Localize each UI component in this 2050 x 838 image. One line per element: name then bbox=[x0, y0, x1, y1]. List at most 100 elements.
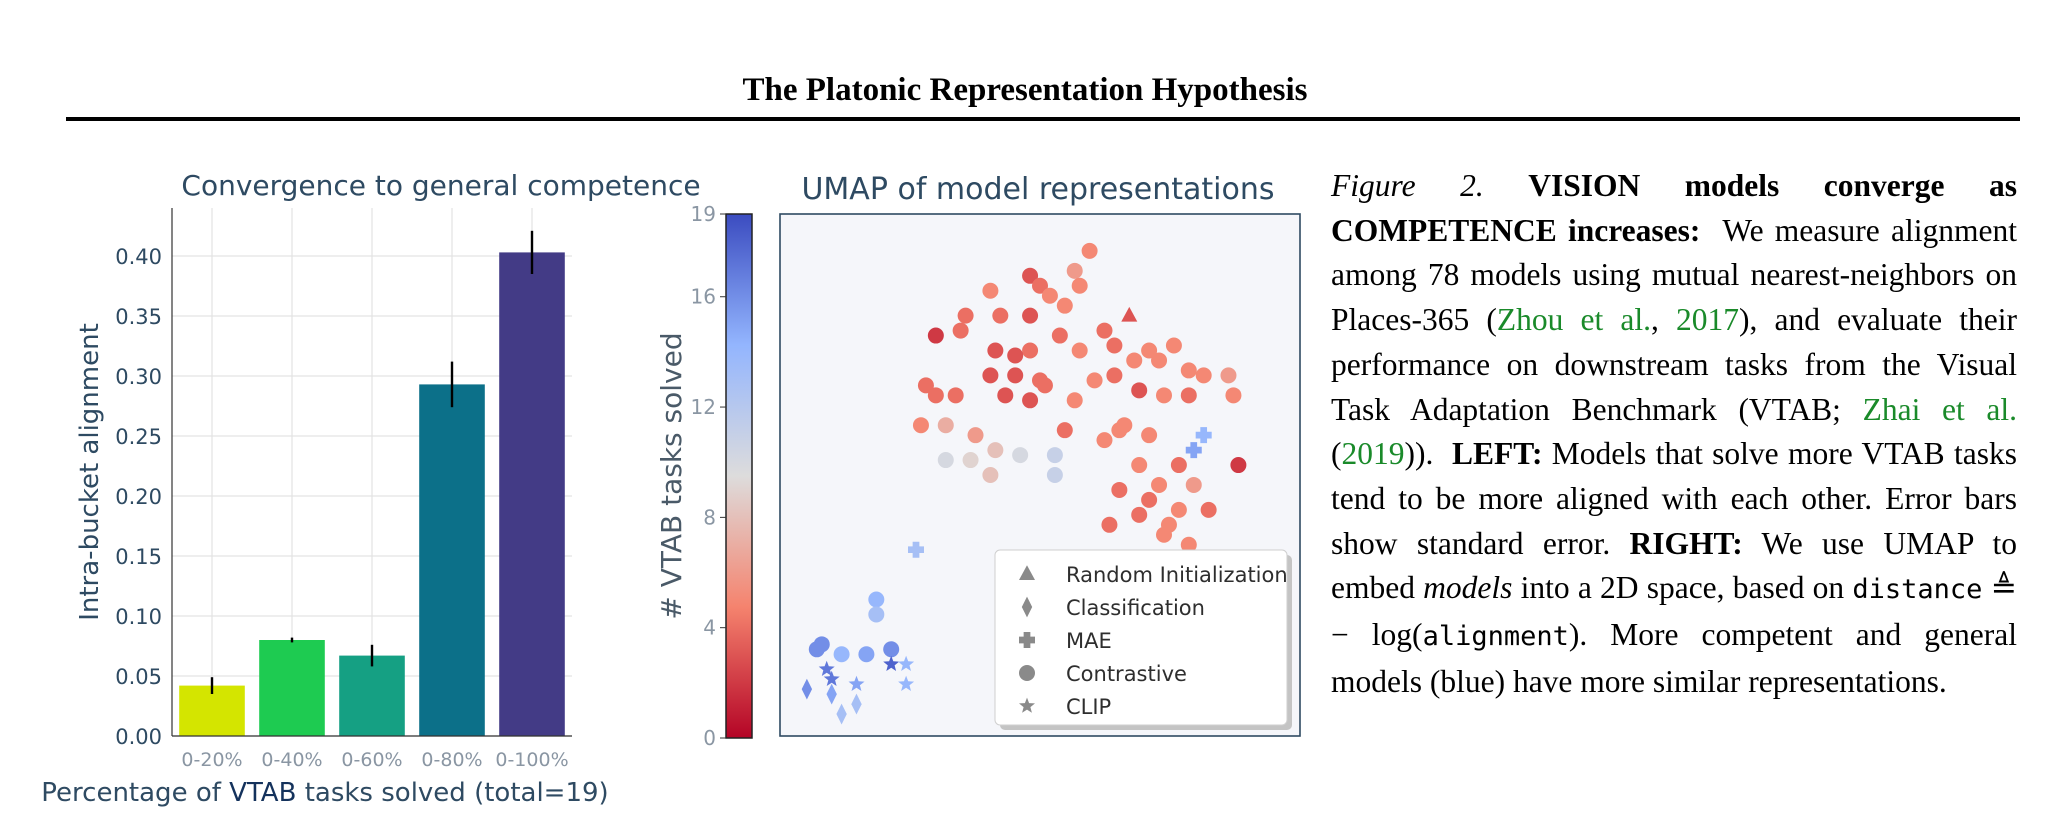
colorbar-tick-label: 0 bbox=[703, 726, 716, 750]
umap-point-circle bbox=[1051, 327, 1068, 344]
legend-marker-star bbox=[1019, 697, 1035, 713]
citation-zhou-year[interactable]: 2017 bbox=[1676, 302, 1740, 338]
caption-text-8: ). More competent and general models (bl… bbox=[1331, 617, 2017, 699]
umap-point-circle bbox=[952, 322, 969, 339]
bar-y-tick-label: 0.30 bbox=[115, 365, 162, 389]
bar-y-tick-label: 0.00 bbox=[115, 725, 162, 749]
umap-point-circle bbox=[1151, 352, 1168, 369]
umap-point-diamond bbox=[851, 693, 862, 715]
caption-right-label: RIGHT: bbox=[1629, 525, 1743, 561]
umap-point-circle bbox=[982, 467, 999, 483]
umap-point-circle bbox=[1131, 457, 1148, 474]
caption-distance-word: distance bbox=[1852, 574, 1983, 606]
bar-y-tick-labels: 0.00 0.05 0.10 0.15 0.20 0.25 0.30 0.35 0.40 bbox=[115, 245, 162, 749]
umap-points bbox=[801, 242, 1247, 725]
umap-point-circle bbox=[1012, 447, 1029, 464]
bar-x-tick-label: 0-80% bbox=[421, 749, 482, 771]
umap-point-circle bbox=[937, 452, 954, 469]
legend-marker-plus bbox=[1019, 632, 1035, 648]
umap-point-plus bbox=[1195, 427, 1212, 444]
bar-x-tick-label: 0-40% bbox=[261, 749, 322, 771]
bar-y-tick-label: 0.05 bbox=[115, 665, 162, 689]
legend-marker-diamond bbox=[1021, 596, 1033, 618]
bar-0-60% bbox=[339, 655, 405, 736]
umap-point-circle bbox=[937, 417, 954, 434]
caption-bold-lead: VISION models converge as COMPETENCE inc… bbox=[1331, 168, 2017, 248]
umap-point-circle bbox=[1071, 342, 1088, 359]
colorbar-label: # VTAB tasks solved bbox=[655, 332, 688, 619]
umap-point-circle bbox=[1141, 427, 1158, 444]
umap-point-circle bbox=[1111, 481, 1128, 498]
umap-point-circle bbox=[927, 387, 944, 404]
umap-point-circle bbox=[1022, 392, 1039, 409]
bar-x-tick-label: 0-20% bbox=[181, 749, 242, 771]
bar-y-tick-label: 0.15 bbox=[115, 545, 162, 569]
caption-left-label: LEFT: bbox=[1452, 436, 1543, 472]
umap-point-circle bbox=[1160, 516, 1177, 533]
caption-text-6: We use UMAP to embed bbox=[1331, 525, 2018, 606]
umap-point-circle bbox=[1230, 457, 1247, 474]
citation-zhou-author[interactable]: Zhou et al. bbox=[1496, 302, 1651, 338]
umap-point-circle bbox=[1141, 491, 1158, 508]
bar-x-axis-label-suffix: tasks solved (total=19) bbox=[296, 778, 608, 808]
bar-x-axis-label: Percentage of VTAB tasks solved (total=1… bbox=[41, 778, 608, 808]
caption-figure-label: Figure 2. bbox=[1331, 168, 1484, 203]
colorbar-tick-label: 16 bbox=[691, 285, 716, 309]
figure-2: Convergence to general competence 0.00 0.… bbox=[41, 169, 1301, 808]
bar-x-axis-label-prefix: Percentage of bbox=[41, 778, 229, 808]
umap-point-circle bbox=[967, 427, 984, 444]
legend-label: Contrastive bbox=[1066, 662, 1187, 686]
umap-point-circle bbox=[1046, 467, 1063, 483]
umap-point-circle bbox=[1200, 501, 1217, 518]
umap-point-star bbox=[823, 670, 840, 686]
umap-point-circle bbox=[1116, 417, 1133, 434]
umap-point-circle bbox=[868, 606, 885, 623]
umap-point-circle bbox=[1151, 476, 1168, 493]
citation-zhai-author[interactable]: Zhai et al. bbox=[1862, 391, 2017, 427]
colorbar-tick-label: 12 bbox=[691, 395, 716, 419]
caption-text-7: into a 2D space, based on bbox=[1520, 570, 1845, 606]
caption-text-4: )). bbox=[1404, 436, 1434, 472]
umap-point-circle bbox=[868, 591, 885, 608]
colorbar-tick-label: 19 bbox=[691, 202, 716, 226]
umap-point-triangle bbox=[1121, 306, 1138, 322]
umap-point-circle bbox=[917, 377, 934, 394]
umap-point-circle bbox=[1180, 362, 1197, 379]
caption-alignment-word: alignment bbox=[1422, 621, 1569, 653]
umap-point-circle bbox=[833, 646, 850, 663]
umap-title: UMAP of model representations bbox=[801, 172, 1274, 207]
page-title: The Platonic Representation Hypothesis bbox=[742, 72, 1308, 108]
umap-point-diamond bbox=[826, 683, 837, 705]
bar-0-100% bbox=[499, 252, 565, 736]
bar-x-tick-label: 0-100% bbox=[495, 749, 568, 771]
umap-point-circle bbox=[1096, 432, 1113, 449]
umap-point-circle bbox=[987, 342, 1004, 359]
umap-point-circle bbox=[808, 641, 825, 658]
bar-y-tick-label: 0.35 bbox=[115, 305, 162, 329]
colorbar-tick-label: 4 bbox=[703, 616, 716, 640]
umap-point-star bbox=[883, 655, 900, 671]
umap-point-circle bbox=[1066, 262, 1083, 279]
umap-point-circle bbox=[912, 417, 929, 434]
umap-point-diamond bbox=[801, 678, 813, 700]
bar-y-tick-label: 0.25 bbox=[115, 425, 162, 449]
caption-text-2: ), and evaluate their performance on dow… bbox=[1331, 302, 2017, 427]
umap-point-circle bbox=[1066, 392, 1083, 409]
legend-label: CLIP bbox=[1066, 695, 1111, 719]
bar-x-tick-labels: 0-20% 0-40% 0-60% 0-80% 0-100% bbox=[181, 749, 568, 771]
bar-chart-title: Convergence to general competence bbox=[181, 169, 700, 202]
bar-0-80% bbox=[419, 384, 485, 736]
bars bbox=[179, 230, 565, 736]
umap-point-circle bbox=[1170, 457, 1187, 474]
citation-zhai-year[interactable]: 2019 bbox=[1341, 436, 1405, 472]
legend-label: Random Initialization bbox=[1066, 563, 1288, 587]
umap-point-circle bbox=[1195, 367, 1212, 384]
umap-point-circle bbox=[997, 387, 1014, 404]
umap-point-circle bbox=[987, 442, 1004, 459]
legend-label: Classification bbox=[1066, 596, 1205, 620]
umap-point-circle bbox=[1106, 367, 1123, 384]
umap-point-circle bbox=[1131, 506, 1148, 523]
umap-scatter-chart: UMAP of model representations 048121619 … bbox=[655, 172, 1301, 750]
umap-point-circle bbox=[1141, 342, 1158, 359]
colorbar-tick-label: 8 bbox=[703, 505, 716, 529]
